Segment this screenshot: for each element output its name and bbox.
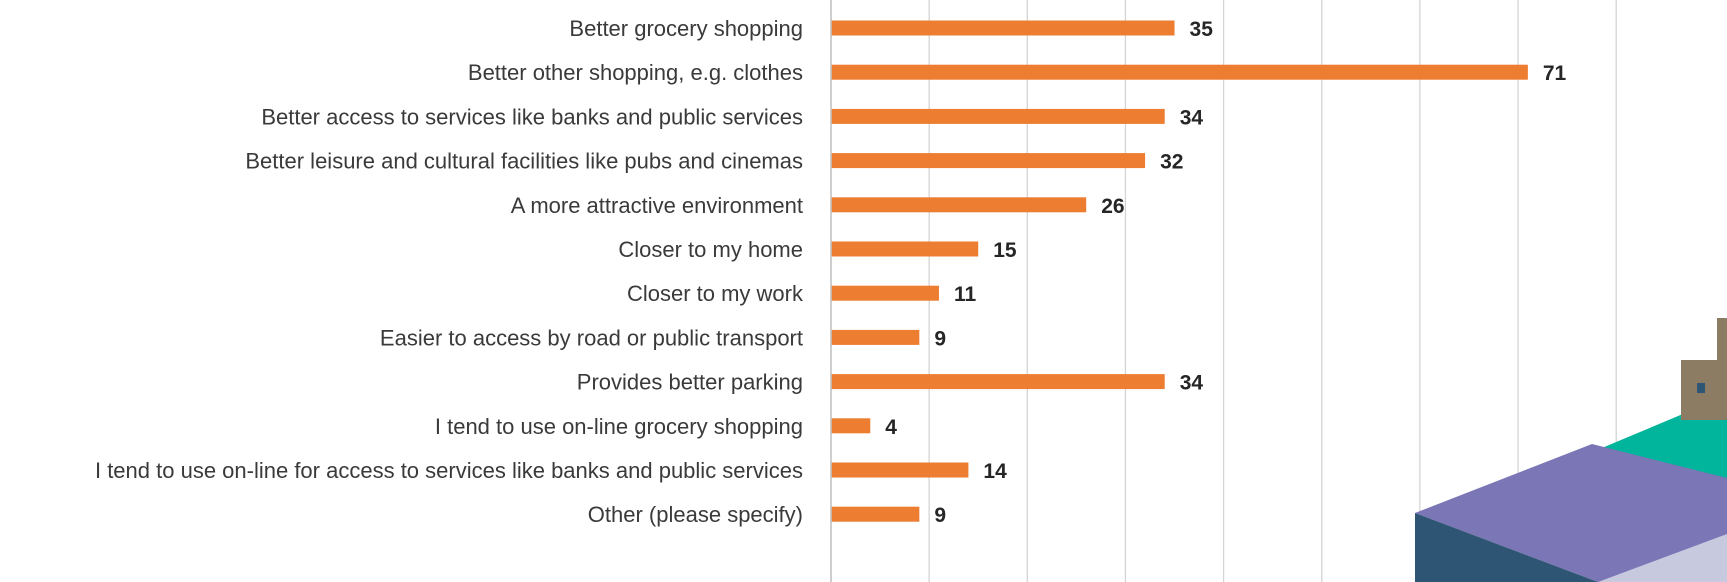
castle-wall-icon: [1681, 318, 1727, 420]
value-label: 14: [983, 460, 1007, 483]
category-label: Better leisure and cultural facilities l…: [245, 149, 803, 174]
bar: [831, 506, 920, 522]
category-label: Better access to services like banks and…: [261, 104, 803, 129]
value-label: 26: [1101, 195, 1124, 218]
bar: [831, 418, 871, 434]
value-label: 4: [885, 416, 897, 439]
category-label: I tend to use on-line grocery shopping: [435, 414, 803, 439]
value-label: 71: [1543, 62, 1567, 85]
bar: [831, 108, 1165, 124]
value-label: 15: [993, 239, 1017, 262]
bar: [831, 64, 1528, 80]
bar: [831, 241, 979, 257]
category-label: Other (please specify): [588, 502, 803, 527]
illustration-purple-block: [1415, 444, 1727, 582]
category-label: Closer to my home: [618, 237, 803, 262]
bar: [831, 20, 1175, 36]
bar: [831, 153, 1146, 169]
bar: [831, 197, 1087, 213]
bar: [831, 329, 920, 345]
category-label: Easier to access by road or public trans…: [380, 325, 803, 350]
category-label: Better other shopping, e.g. clothes: [468, 60, 803, 85]
town-isometric-illustration-icon: [1415, 318, 1727, 582]
value-labels: 35 71 34 32 26 15 11 9 34 4 14 9: [885, 18, 1566, 527]
value-label: 32: [1160, 151, 1183, 174]
illustration-light-block: [1598, 534, 1727, 582]
category-label: Provides better parking: [577, 370, 803, 395]
illustration-teal-block: [1590, 411, 1727, 486]
category-labels: Better grocery shopping Better other shop…: [95, 16, 804, 527]
gridlines: [928, 0, 1617, 582]
value-label: 9: [934, 504, 946, 527]
category-label: Closer to my work: [627, 281, 804, 306]
value-label: 11: [954, 283, 977, 306]
bar: [831, 374, 1165, 390]
bar: [831, 285, 939, 301]
category-label: A more attractive environment: [511, 193, 803, 218]
category-label: Better grocery shopping: [569, 16, 803, 41]
category-label: I tend to use on-line for access to serv…: [95, 458, 803, 483]
value-label: 34: [1180, 372, 1204, 395]
value-label: 9: [934, 327, 946, 350]
bar: [831, 462, 969, 478]
bars: [831, 20, 1528, 522]
illustration-dark-block: [1415, 513, 1598, 582]
value-label: 34: [1180, 106, 1204, 129]
value-label: 35: [1190, 18, 1214, 41]
